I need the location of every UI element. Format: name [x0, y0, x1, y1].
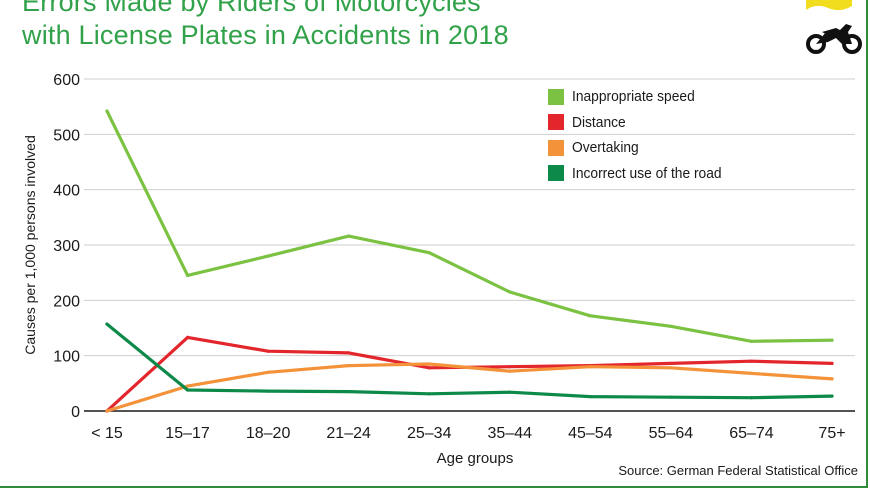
title-line-1: Errors Made by Riders of Motorcycles — [22, 0, 481, 17]
data-point — [427, 366, 431, 370]
data-point — [185, 384, 190, 388]
x-tick-label: 75+ — [818, 425, 845, 442]
data-point — [105, 409, 109, 413]
y-tick-label: 200 — [53, 293, 80, 310]
data-point — [266, 254, 270, 258]
legend-label: Distance — [572, 113, 626, 131]
y-tick-label: 600 — [53, 72, 80, 89]
data-point — [830, 338, 834, 342]
legend-label: Overtaking — [572, 139, 639, 157]
data-point — [347, 351, 351, 355]
data-point — [669, 395, 673, 399]
series-line-2 — [105, 335, 834, 413]
data-point — [588, 314, 592, 318]
legend-label: Inappropriate speed — [572, 88, 695, 106]
data-point — [427, 251, 431, 255]
data-point — [508, 390, 512, 394]
legend-item: Inappropriate speed — [548, 84, 735, 110]
data-point — [669, 361, 673, 366]
motorcycle-icon — [806, 24, 862, 54]
data-point — [588, 365, 592, 369]
legend-swatch — [548, 114, 564, 131]
legend-label: Incorrect use of the road — [572, 164, 722, 182]
data-point — [749, 339, 754, 343]
x-tick-label: 65–74 — [729, 425, 774, 442]
data-point — [749, 371, 754, 375]
x-tick-label: 15–17 — [165, 425, 210, 442]
legend-swatch — [548, 88, 564, 105]
x-tick-label: 18–20 — [246, 425, 291, 442]
x-tick-label: < 15 — [91, 425, 123, 442]
data-point — [830, 361, 834, 366]
data-point — [669, 366, 673, 370]
data-point — [427, 392, 431, 396]
y-tick-label: 0 — [71, 404, 80, 421]
data-point — [588, 395, 592, 399]
data-point — [347, 364, 351, 368]
data-point — [749, 396, 754, 400]
x-tick-label: 45–54 — [568, 425, 613, 442]
title-line-2: with License Plates in Accidents in 2018 — [22, 20, 509, 50]
data-point — [508, 365, 512, 369]
legend: Inappropriate speed Distance Overtaking Inc… — [548, 84, 735, 186]
y-tick-label: 400 — [53, 183, 80, 200]
series-line-1 — [105, 109, 834, 343]
x-tick-label: 55–64 — [649, 425, 694, 442]
data-point — [508, 369, 512, 373]
legend-item: Distance — [548, 110, 735, 136]
legend-item: Incorrect use of the road — [548, 161, 735, 187]
chart-title: Errors Made by Riders of Motorcycles wit… — [22, 0, 509, 52]
y-tick-label: 100 — [53, 349, 80, 366]
data-point — [749, 359, 754, 363]
data-point — [347, 390, 351, 394]
data-point — [347, 234, 351, 238]
data-point — [508, 290, 512, 294]
data-point — [185, 273, 190, 278]
data-point — [830, 377, 834, 381]
data-point — [185, 335, 190, 340]
x-axis-label: Age groups — [437, 450, 514, 467]
data-point — [266, 370, 270, 374]
y-axis-label: Causes per 1,000 persons involved — [22, 135, 38, 354]
x-tick-label: 25–34 — [407, 425, 452, 442]
data-point — [830, 394, 834, 398]
legend-swatch — [548, 139, 564, 156]
x-tick-label: 21–24 — [326, 425, 371, 442]
data-point — [105, 109, 109, 113]
data-point — [185, 388, 190, 392]
data-point — [427, 362, 431, 366]
source-note: Source: German Federal Statistical Offic… — [618, 463, 858, 478]
data-point — [105, 322, 109, 326]
legend-swatch — [548, 165, 564, 182]
x-tick-label: 35–44 — [488, 425, 533, 442]
series-line-4 — [105, 322, 834, 400]
data-point — [266, 349, 270, 353]
data-point — [669, 324, 673, 328]
flag-icon — [806, 0, 852, 11]
data-point — [266, 389, 270, 393]
series-line-3 — [105, 362, 834, 413]
y-tick-label: 500 — [53, 127, 80, 144]
legend-item: Overtaking — [548, 135, 735, 161]
y-tick-label: 300 — [53, 238, 80, 255]
